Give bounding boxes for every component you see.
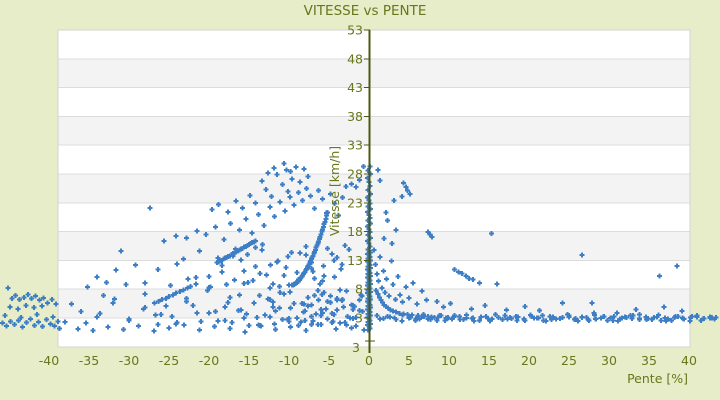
y-tick-label: 33 <box>347 138 363 153</box>
y-tick-label: 28 <box>347 167 363 182</box>
x-axis-label: Pente [%] <box>627 371 688 386</box>
y-tick-label: 38 <box>347 109 363 124</box>
plot-band <box>58 87 690 117</box>
plot-band <box>58 58 690 88</box>
y-tick-label: 48 <box>347 51 363 66</box>
y-tick-label: 23 <box>347 195 363 210</box>
y-axis-bottom-tick-label: 3 <box>352 340 360 355</box>
x-tick-label: -20 <box>199 353 219 368</box>
y-tick-label: 53 <box>347 23 363 38</box>
plot-band <box>58 202 690 232</box>
y-tick-label: 13 <box>347 253 363 268</box>
y-tick-label: 3 <box>355 311 363 326</box>
chart-title: VITESSE vs PENTE <box>304 3 427 19</box>
y-tick-label: 43 <box>347 80 363 95</box>
x-tick-label: -5 <box>323 353 335 368</box>
x-tick-label: -40 <box>39 353 59 368</box>
x-tick-label: 15 <box>481 353 497 368</box>
x-tick-label: -15 <box>239 353 259 368</box>
plot-band <box>58 289 690 318</box>
x-tick-label: 20 <box>521 353 537 368</box>
x-tick-label: 40 <box>681 353 697 368</box>
x-tick-label: 25 <box>561 353 577 368</box>
x-tick-label: -35 <box>79 353 99 368</box>
plot-border <box>57 29 691 348</box>
x-tick-label: -25 <box>159 353 179 368</box>
plot-band <box>58 174 690 203</box>
plot-band <box>58 318 690 347</box>
x-tick-label: 5 <box>405 353 413 368</box>
x-tick-label: 35 <box>641 353 657 368</box>
data-points <box>0 161 719 335</box>
plot-band <box>58 145 690 174</box>
x-tick-label: 0 <box>365 353 373 368</box>
x-tick-label: 10 <box>441 353 457 368</box>
x-tick-label: -10 <box>279 353 299 368</box>
plot-band <box>58 30 690 59</box>
y-axis-label: Vitesse [km/h] <box>327 146 342 236</box>
y-tick-label: 8 <box>355 282 363 297</box>
plot-band <box>58 116 690 146</box>
x-tick-label: -30 <box>119 353 139 368</box>
y-tick-label: 18 <box>347 224 363 239</box>
plot-band <box>58 231 690 261</box>
x-tick-label: 30 <box>601 353 617 368</box>
